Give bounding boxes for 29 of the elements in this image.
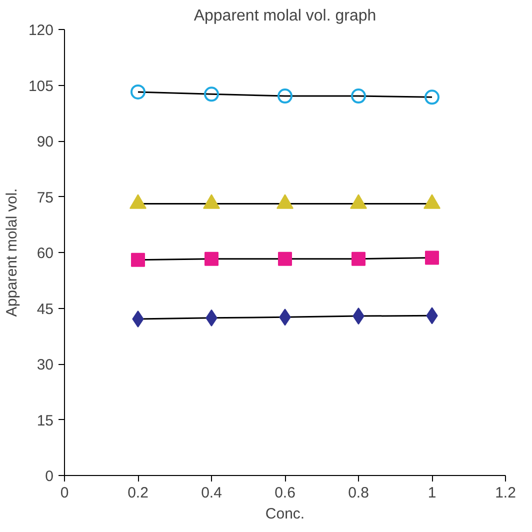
y-axis-title: Apparent molal vol. [3, 188, 20, 317]
x-tick-label: 0.8 [348, 484, 369, 502]
point [130, 84, 146, 100]
y-tick-label: 75 [36, 189, 54, 206]
point [131, 252, 145, 267]
x-tick-label: 0.2 [128, 484, 148, 502]
y-tick-label: 90 [36, 134, 54, 150]
x-tick-label: 0 [60, 484, 69, 502]
y-tick-label: 105 [28, 78, 54, 95]
x-tick-label: 1.2 [495, 484, 516, 502]
chart-title: Apparent molal vol. graph [194, 8, 376, 24]
y-tick-label: 60 [36, 245, 54, 262]
y-tick-label: 0 [45, 468, 54, 485]
point [204, 252, 218, 266]
point [425, 250, 439, 265]
x-tick-label: 0.4 [201, 484, 222, 502]
point [352, 252, 366, 266]
point [351, 88, 366, 104]
point [424, 90, 440, 105]
point [204, 86, 219, 102]
x-axis-title: Conc. [265, 506, 305, 522]
x-tick-label: 0.6 [274, 484, 296, 502]
y-tick-label: 45 [36, 300, 54, 318]
y-tick-label: 120 [28, 22, 54, 39]
point [278, 88, 292, 104]
y-tick-label: 30 [36, 356, 54, 374]
point [278, 252, 292, 266]
x-tick-label: 1 [428, 484, 436, 502]
y-tick-label: 15 [36, 412, 54, 430]
